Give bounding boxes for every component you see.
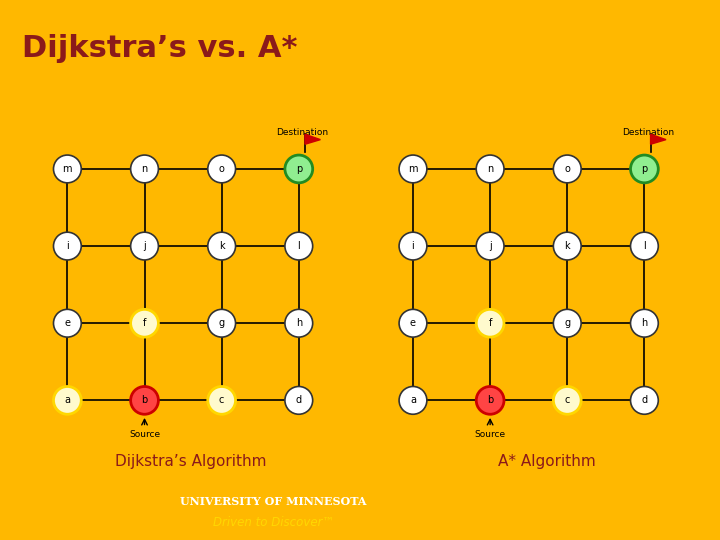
Circle shape [53, 155, 81, 183]
Circle shape [631, 155, 658, 183]
Text: UNIVERSITY OF MINNESOTA: UNIVERSITY OF MINNESOTA [180, 496, 367, 507]
Circle shape [53, 232, 81, 260]
Text: m: m [408, 164, 418, 174]
Text: o: o [564, 164, 570, 174]
Circle shape [208, 387, 235, 414]
Text: A* Algorithm: A* Algorithm [498, 454, 596, 469]
Text: l: l [297, 241, 300, 251]
Circle shape [208, 232, 235, 260]
Text: p: p [296, 164, 302, 174]
Polygon shape [305, 134, 320, 144]
Text: o: o [219, 164, 225, 174]
Circle shape [631, 309, 658, 337]
Text: j: j [489, 241, 492, 251]
Text: n: n [487, 164, 493, 174]
Text: Driven to Discover™: Driven to Discover™ [213, 516, 334, 529]
Text: a: a [64, 395, 71, 406]
Text: b: b [141, 395, 148, 406]
Text: p: p [642, 164, 647, 174]
Text: g: g [219, 318, 225, 328]
Text: n: n [141, 164, 148, 174]
Text: d: d [296, 395, 302, 406]
Text: c: c [564, 395, 570, 406]
Text: g: g [564, 318, 570, 328]
Circle shape [554, 387, 581, 414]
Text: k: k [564, 241, 570, 251]
Circle shape [399, 232, 427, 260]
Circle shape [476, 155, 504, 183]
Circle shape [285, 232, 312, 260]
Circle shape [554, 232, 581, 260]
Text: Source: Source [474, 430, 505, 438]
Circle shape [53, 387, 81, 414]
Text: m: m [63, 164, 72, 174]
Circle shape [476, 387, 504, 414]
Circle shape [130, 232, 158, 260]
Text: l: l [643, 241, 646, 251]
Circle shape [476, 232, 504, 260]
Circle shape [399, 387, 427, 414]
Text: k: k [219, 241, 225, 251]
Text: e: e [410, 318, 416, 328]
Text: j: j [143, 241, 146, 251]
Circle shape [476, 309, 504, 337]
Text: Source: Source [129, 430, 160, 438]
Circle shape [399, 155, 427, 183]
Text: i: i [412, 241, 414, 251]
Circle shape [631, 387, 658, 414]
Circle shape [285, 387, 312, 414]
Circle shape [399, 309, 427, 337]
Text: e: e [64, 318, 71, 328]
Text: Destination: Destination [276, 127, 329, 137]
Text: a: a [410, 395, 416, 406]
Text: b: b [487, 395, 493, 406]
Circle shape [285, 155, 312, 183]
Text: h: h [642, 318, 647, 328]
Text: Destination: Destination [622, 127, 675, 137]
Circle shape [554, 309, 581, 337]
Circle shape [130, 387, 158, 414]
Text: d: d [642, 395, 647, 406]
Text: Dijkstra’s Algorithm: Dijkstra’s Algorithm [115, 454, 266, 469]
Text: f: f [143, 318, 146, 328]
Text: f: f [488, 318, 492, 328]
Text: i: i [66, 241, 68, 251]
Circle shape [285, 309, 312, 337]
Circle shape [208, 155, 235, 183]
Text: h: h [296, 318, 302, 328]
Circle shape [130, 155, 158, 183]
Circle shape [208, 309, 235, 337]
Circle shape [631, 232, 658, 260]
Text: Dijkstra’s vs. A*: Dijkstra’s vs. A* [22, 34, 297, 63]
Text: c: c [219, 395, 225, 406]
Circle shape [53, 309, 81, 337]
Circle shape [554, 155, 581, 183]
Polygon shape [651, 134, 666, 144]
Circle shape [130, 309, 158, 337]
